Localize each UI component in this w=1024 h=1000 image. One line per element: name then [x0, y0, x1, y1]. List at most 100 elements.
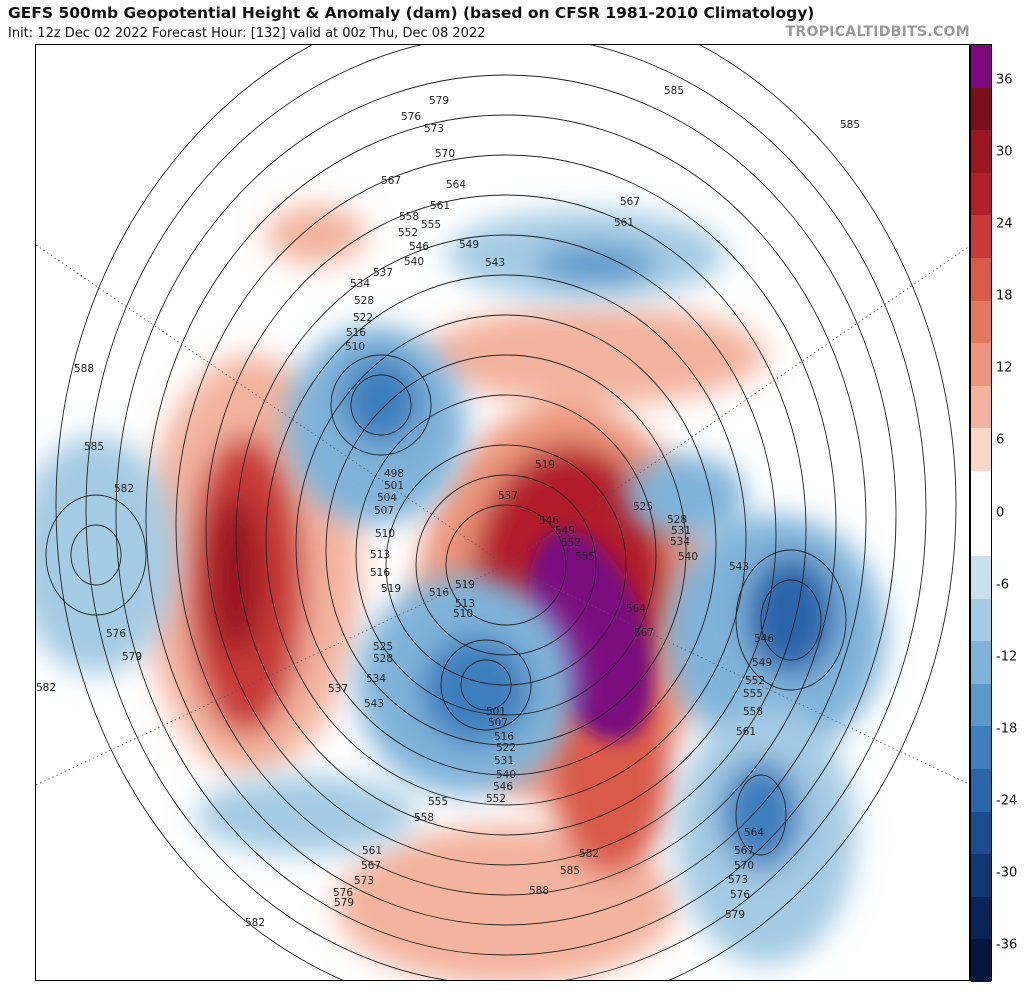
contour-label: 519	[535, 459, 555, 471]
contour-label: 567	[620, 196, 640, 208]
chart-title: GEFS 500mb Geopotential Height & Anomaly…	[8, 4, 815, 22]
contour-label: 549	[459, 239, 479, 251]
contour-label: 534	[670, 536, 690, 548]
contour-label: 540	[678, 551, 698, 563]
contour-label: 585	[664, 85, 684, 97]
cool-anomaly-hudson-core	[421, 635, 531, 745]
colorbar-segment	[971, 257, 991, 302]
contour-label: 528	[373, 653, 393, 665]
colorbar-segment	[971, 385, 991, 429]
contour-label: 516	[494, 731, 514, 743]
contour-label: 576	[106, 628, 126, 640]
contour-label: 585	[840, 119, 860, 131]
contour-label: 561	[614, 217, 634, 229]
contour-label: 567	[361, 860, 381, 872]
contour-label: 555	[575, 551, 595, 563]
colorbar-tick-label: 36	[996, 72, 1013, 88]
contour-label: 567	[734, 845, 754, 857]
contour-label: 519	[381, 583, 401, 595]
contour-label: 504	[377, 492, 397, 504]
contour-label: 549	[752, 657, 772, 669]
contour-label: 576	[730, 889, 750, 901]
contour-label: 501	[384, 480, 404, 492]
contour-label: 519	[455, 579, 475, 591]
contour-label: 534	[366, 673, 386, 685]
contour-label: 561	[736, 726, 756, 738]
colorbar-tick-label: -18	[996, 721, 1018, 737]
cool-anomaly-bering-core	[341, 355, 421, 445]
contour-label: 546	[754, 633, 774, 645]
contour-label: 558	[399, 211, 419, 223]
colorbar-tick-label: 24	[996, 216, 1013, 232]
contour-label: 510	[453, 608, 473, 620]
contour-label: 555	[743, 688, 763, 700]
warm-anomaly-arctic	[266, 205, 366, 265]
cool-anomaly-western-us	[196, 775, 416, 855]
contour-label: 513	[455, 598, 475, 610]
contour-label: 555	[421, 219, 441, 231]
contour-label: 501	[486, 706, 506, 718]
contour-label: 516	[346, 327, 366, 339]
cool-anomaly-arctic-core	[536, 245, 656, 285]
contour-label: 588	[74, 363, 94, 375]
contour-label: 543	[364, 698, 384, 710]
contour-label: 561	[430, 200, 450, 212]
contour-label: 582	[579, 848, 599, 860]
colorbar-segment	[971, 683, 991, 727]
contour-label: 546	[409, 241, 429, 253]
contour-label: 543	[729, 561, 749, 573]
contour-label: 579	[122, 651, 142, 663]
contour-label: 564	[626, 603, 646, 615]
contour-label: 507	[488, 717, 508, 729]
contour-label: 549	[555, 525, 575, 537]
cool-anomaly-pacific-west	[36, 435, 176, 675]
map-graticule	[36, 244, 969, 786]
contour-label: 525	[373, 641, 393, 653]
contour-label: 585	[560, 865, 580, 877]
contour-label: 516	[429, 587, 449, 599]
contour-label: 558	[414, 812, 434, 824]
contour-label: 573	[424, 123, 444, 135]
height-contours	[45, 45, 957, 980]
contour-label: 567	[381, 175, 401, 187]
contour-label: 564	[446, 179, 466, 191]
contour-label: 588	[529, 885, 549, 897]
contour-label: 528	[354, 295, 374, 307]
contour-label: 537	[498, 490, 518, 502]
cool-anomaly-scandinavia	[626, 455, 746, 535]
contour-label: 543	[485, 257, 505, 269]
anomaly-colorbar	[970, 44, 992, 983]
contour-label: 570	[734, 860, 754, 872]
colorbar-segment	[971, 45, 991, 89]
colorbar-segment	[971, 513, 991, 557]
contour-label: 546	[539, 515, 559, 527]
colorbar-tick-label: 6	[996, 432, 1005, 448]
contour-label: 567	[634, 627, 654, 639]
warm-anomaly-siberia	[426, 305, 766, 405]
contour-label: 507	[374, 505, 394, 517]
contour-label: 546	[493, 781, 513, 793]
colorbar-segment	[971, 896, 991, 940]
contour-label: 531	[671, 525, 691, 537]
contour-label: 576	[401, 111, 421, 123]
contour-label: 579	[429, 95, 449, 107]
contour-label: 555	[428, 796, 448, 808]
contour-label: 552	[561, 537, 581, 549]
cool-anomaly-atlantic-core	[721, 760, 801, 870]
contour-label: 579	[334, 897, 354, 909]
contour-label: 570	[435, 148, 455, 160]
colorbar-segment	[971, 215, 991, 259]
contour-label: 531	[494, 755, 514, 767]
contour-label: 552	[745, 675, 765, 687]
contour-label: 522	[496, 742, 516, 754]
colorbar-segment	[971, 470, 991, 514]
colorbar-segment	[971, 87, 991, 131]
colorbar-tick-label: 18	[996, 288, 1013, 304]
contour-label: 558	[743, 706, 763, 718]
colorbar-tick-label: -36	[996, 937, 1018, 953]
contour-label: 528	[667, 514, 687, 526]
contour-label: 537	[373, 267, 393, 279]
cool-anomaly-shading	[36, 210, 886, 965]
contour-label: 582	[245, 917, 265, 929]
